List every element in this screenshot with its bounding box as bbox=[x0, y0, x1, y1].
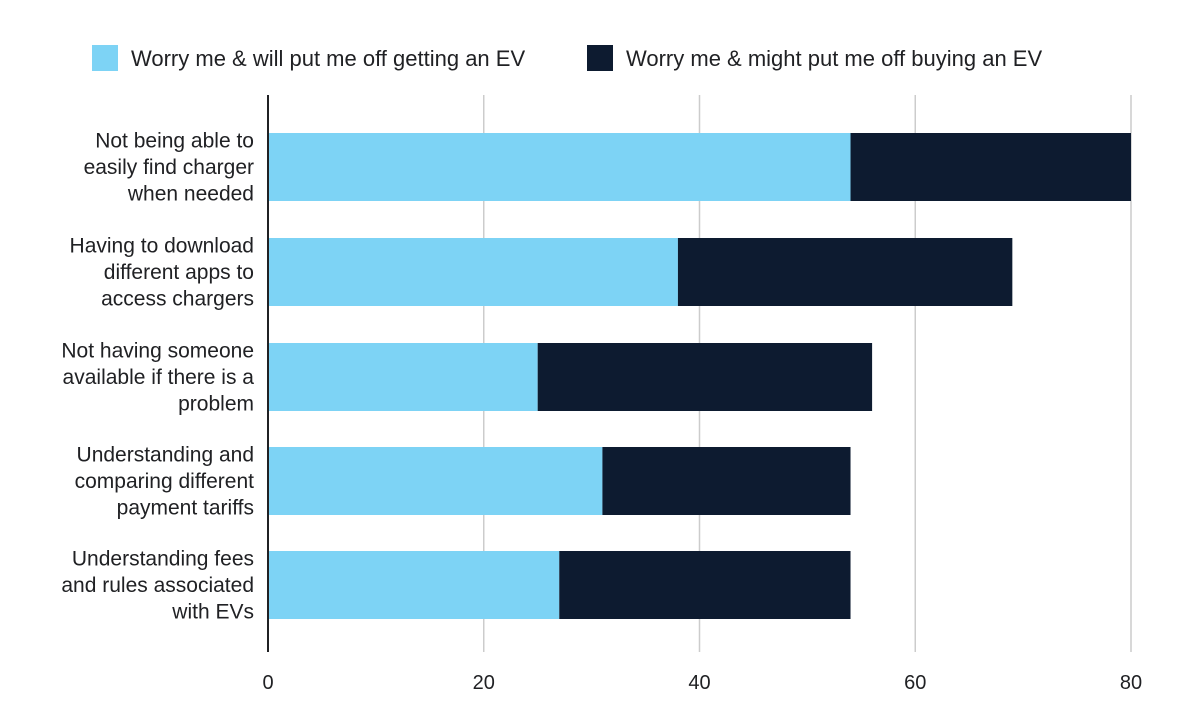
category-label-line: available if there is a bbox=[63, 366, 255, 389]
bar-5-series-1 bbox=[268, 551, 560, 619]
legend-swatch-2 bbox=[587, 45, 613, 71]
bars bbox=[268, 133, 1131, 619]
category-label-5: Understanding fees and rules associated wi… bbox=[61, 548, 254, 624]
bar-3-series-2 bbox=[537, 343, 873, 411]
category-label-line: problem bbox=[178, 393, 254, 416]
bar-2-series-2 bbox=[677, 238, 1013, 306]
x-tick-label-60: 60 bbox=[904, 672, 926, 694]
category-label-line: Not having someone bbox=[61, 340, 254, 363]
category-label-line: different apps to bbox=[104, 261, 254, 284]
x-tick-labels: 0 20 40 60 80 bbox=[262, 672, 1142, 694]
category-label-line: Understanding and bbox=[77, 444, 254, 467]
category-label-3: Not having someone available if there is … bbox=[61, 340, 254, 416]
category-labels: Not being able to easily find charger when… bbox=[61, 130, 254, 624]
category-label-line: comparing different bbox=[75, 470, 255, 493]
x-tick-label-0: 0 bbox=[262, 672, 273, 694]
category-label-line: and rules associated bbox=[61, 574, 254, 597]
category-label-line: easily find charger bbox=[84, 156, 254, 179]
bar-4-series-2 bbox=[602, 447, 851, 515]
x-tick-label-20: 20 bbox=[473, 672, 495, 694]
category-label-4: Understanding and comparing different paym… bbox=[75, 444, 255, 520]
bar-4-series-1 bbox=[268, 447, 603, 515]
bar-2-series-1 bbox=[268, 238, 678, 306]
category-label-line: Understanding fees bbox=[72, 548, 254, 571]
category-label-line: Not being able to bbox=[95, 130, 254, 153]
bar-3-series-1 bbox=[268, 343, 538, 411]
category-label-line: Having to download bbox=[70, 235, 254, 258]
category-label-2: Having to download different apps to acces… bbox=[70, 235, 254, 311]
bar-1-series-2 bbox=[850, 133, 1131, 201]
legend-label-2: Worry me & might put me off buying an EV bbox=[626, 46, 1042, 71]
bar-1-series-1 bbox=[268, 133, 851, 201]
legend-label-1: Worry me & will put me off getting an EV bbox=[131, 46, 525, 71]
legend: Worry me & will put me off getting an EV… bbox=[92, 45, 1042, 71]
x-tick-label-80: 80 bbox=[1120, 672, 1142, 694]
category-label-line: payment tariffs bbox=[117, 497, 254, 520]
category-label-line: when needed bbox=[127, 183, 254, 206]
category-label-line: with EVs bbox=[171, 601, 254, 624]
bar-5-series-2 bbox=[559, 551, 851, 619]
legend-swatch-1 bbox=[92, 45, 118, 71]
category-label-1: Not being able to easily find charger when… bbox=[84, 130, 254, 206]
x-tick-label-40: 40 bbox=[688, 672, 710, 694]
category-label-line: access chargers bbox=[101, 288, 254, 311]
